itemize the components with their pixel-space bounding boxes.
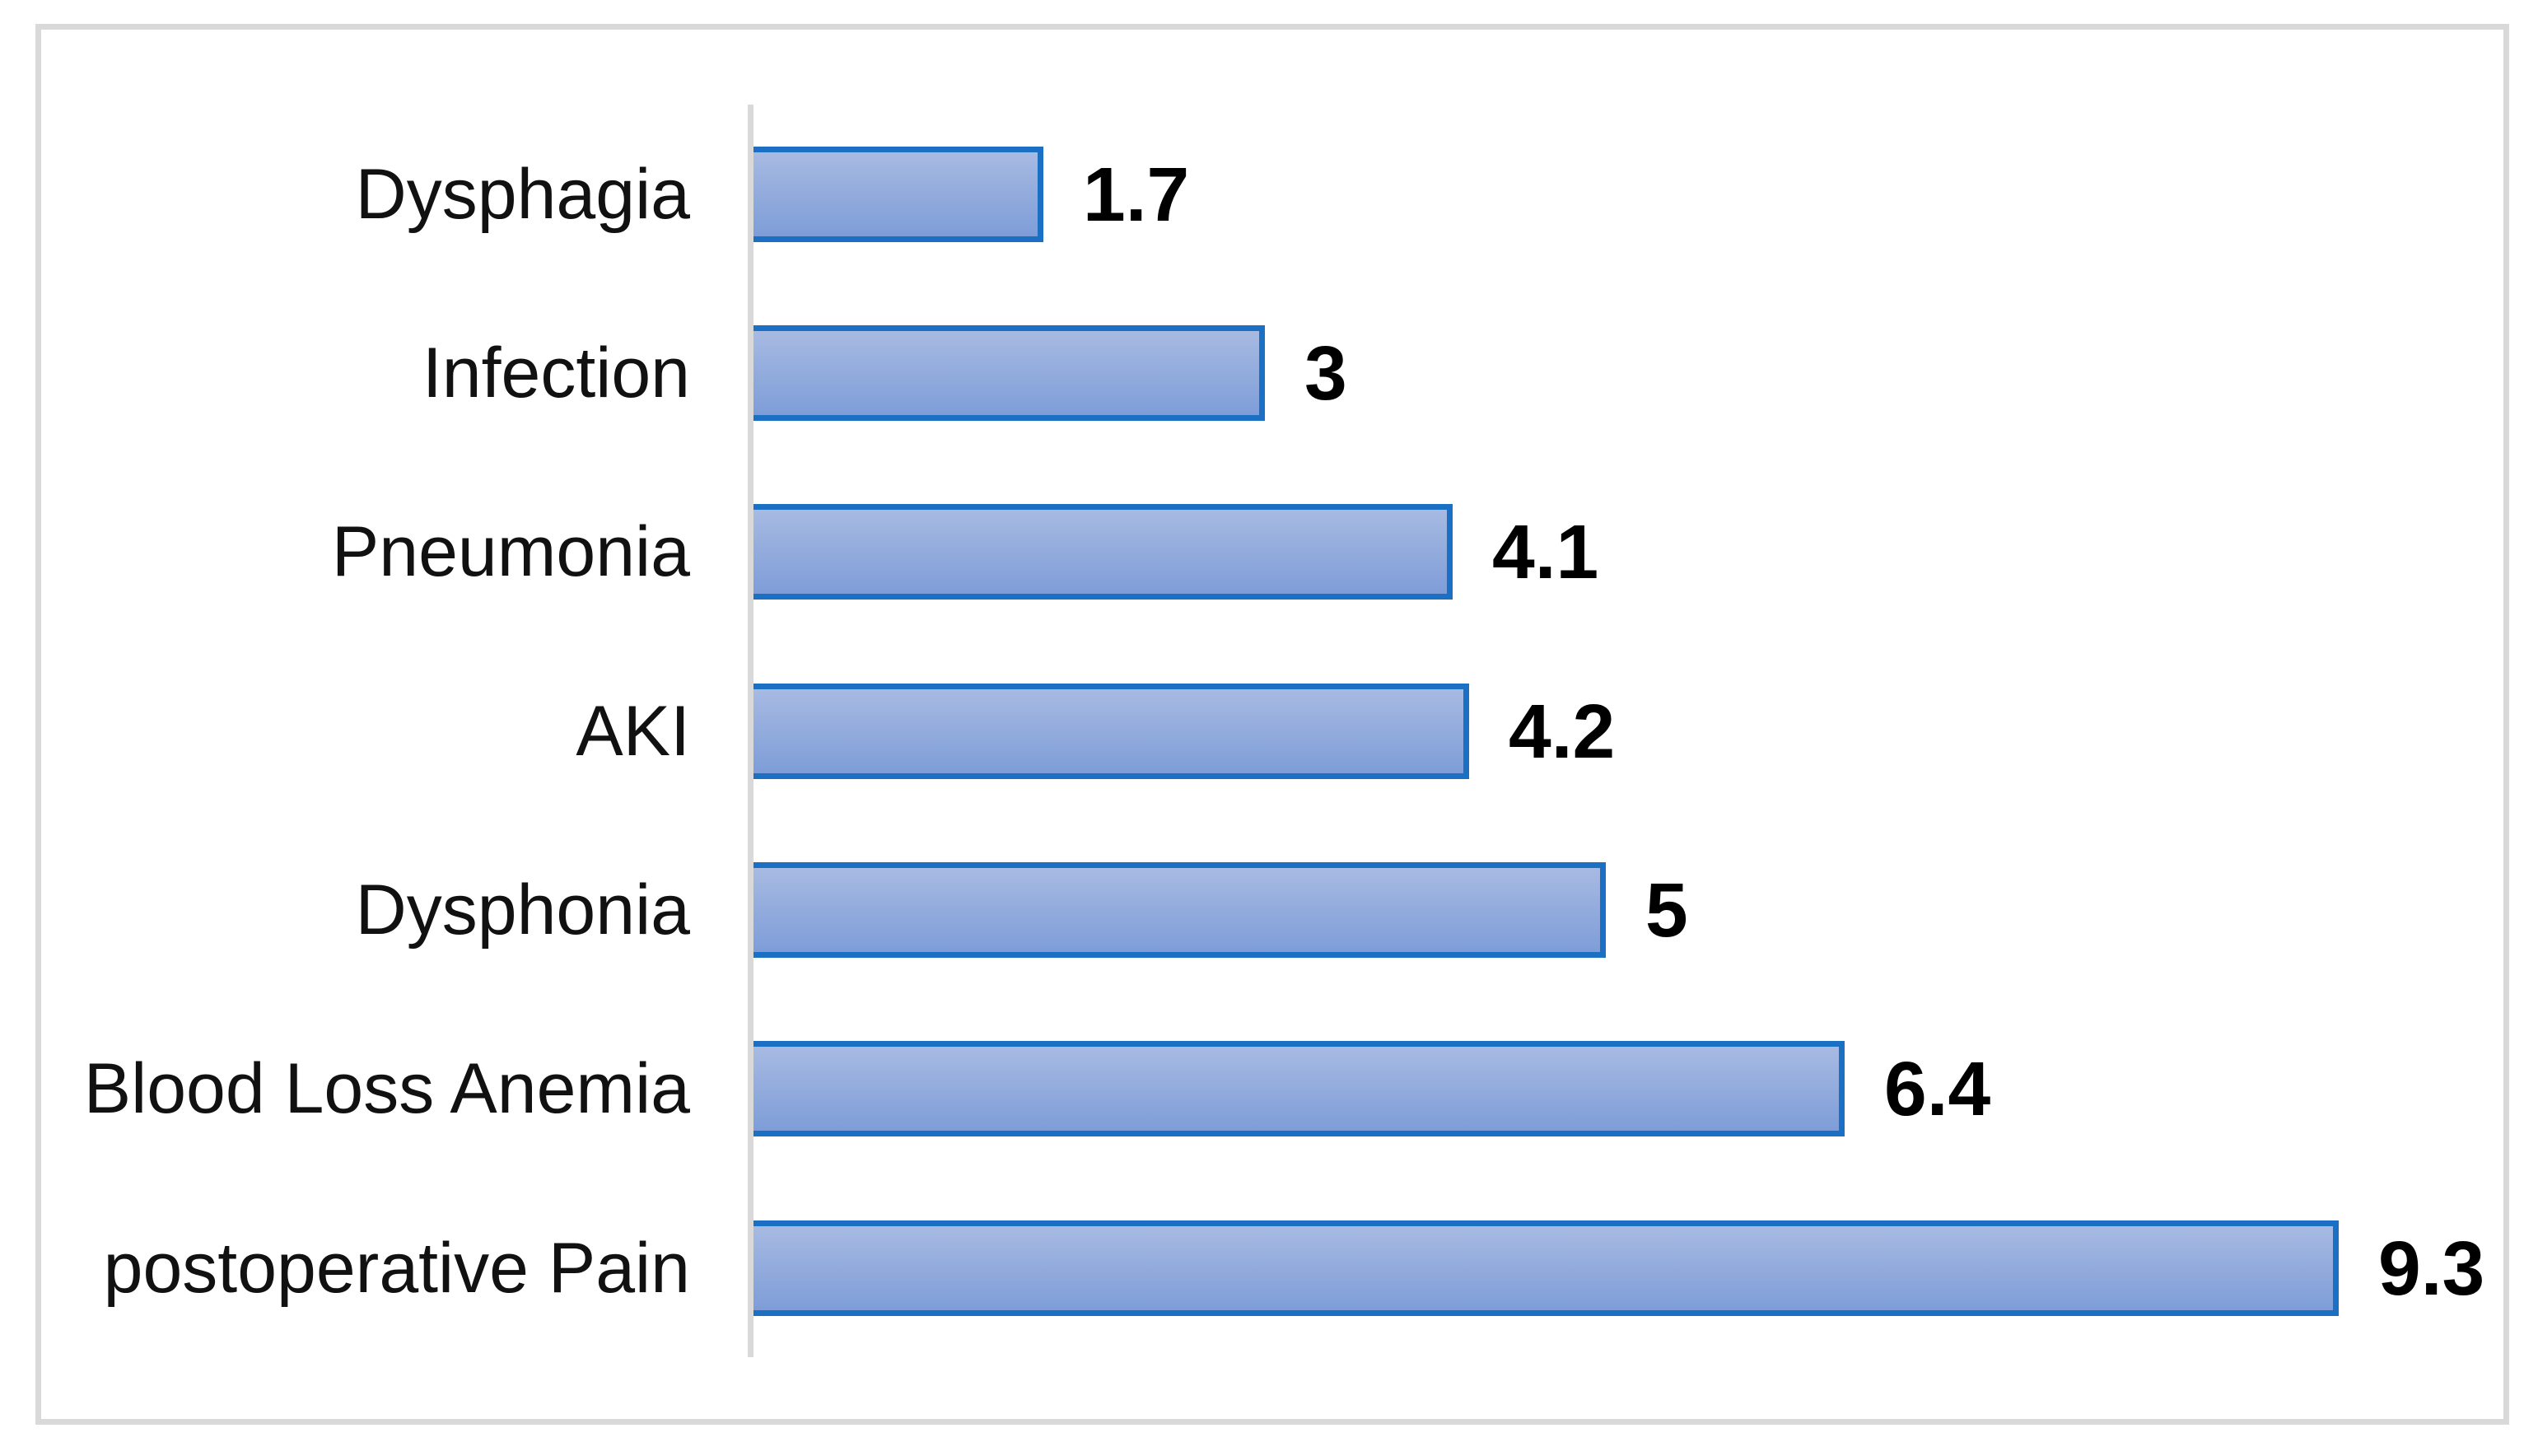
bar-row: Dysphagia 1.7: [0, 146, 2538, 242]
bar-row: Dysphonia 5: [0, 861, 2538, 958]
value-label: 1.7: [1083, 151, 1190, 237]
value-label: 4.2: [1509, 688, 1616, 774]
value-label: 3: [1304, 330, 1347, 416]
bar: [753, 146, 1043, 242]
bar: [753, 683, 1469, 779]
bar-row: Infection 3: [0, 325, 2538, 421]
bar: [753, 1041, 1845, 1137]
bar-row: AKI 4.2: [0, 683, 2538, 779]
bar-row: Blood Loss Anemia 6.4: [0, 1041, 2538, 1137]
bar: [753, 861, 1606, 958]
category-label: AKI: [576, 691, 690, 771]
category-label: Blood Loss Anemia: [83, 1049, 690, 1129]
category-label: Infection: [422, 334, 690, 413]
bar: [753, 504, 1453, 600]
category-label: Pneumonia: [331, 512, 690, 592]
value-label: 4.1: [1492, 509, 1599, 595]
bar-row: postoperative Pain 9.3: [0, 1220, 2538, 1316]
value-label: 6.4: [1884, 1046, 1991, 1132]
y-axis-line: [748, 105, 753, 1357]
category-label: Dysphonia: [355, 870, 690, 950]
category-label: Dysphagia: [355, 154, 690, 234]
value-label: 5: [1645, 866, 1688, 953]
category-label: postoperative Pain: [103, 1228, 690, 1308]
bar: [753, 325, 1265, 421]
bar: [753, 1220, 2339, 1316]
bar-row: Pneumonia 4.1: [0, 504, 2538, 600]
value-label: 9.3: [2378, 1225, 2485, 1311]
